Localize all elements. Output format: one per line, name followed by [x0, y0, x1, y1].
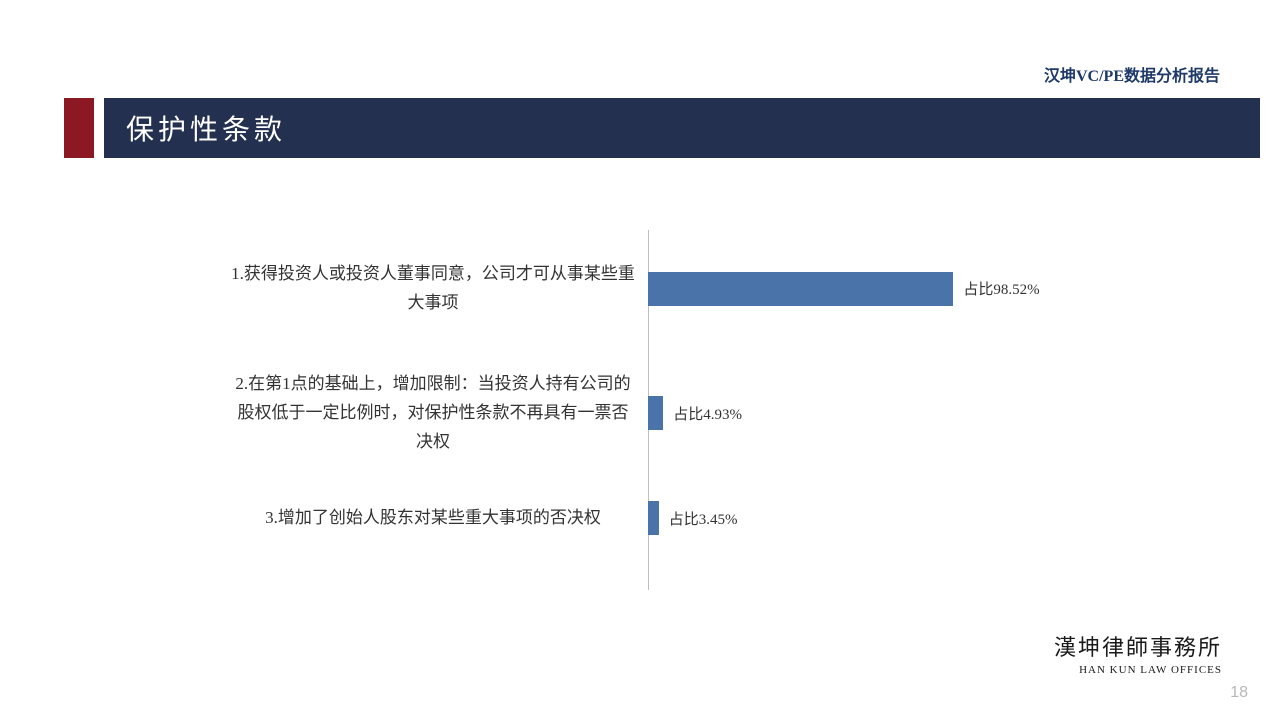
firm-name-en: HAN KUN LAW OFFICES	[1054, 664, 1222, 676]
title-text: 保护性条款	[126, 108, 286, 148]
slide-page: 汉坤VC/PE数据分析报告 保护性条款 1.获得投资人或投资人董事同意，公司才可…	[0, 0, 1280, 716]
bar	[648, 272, 953, 306]
row-label: 1.获得投资人或投资人董事同意，公司才可从事某些重大事项	[230, 260, 648, 318]
bar-area: 占比98.52%	[648, 269, 1130, 309]
row-label: 3.增加了创始人股东对某些重大事项的否决权	[230, 504, 648, 533]
protective-terms-chart: 1.获得投资人或投资人董事同意，公司才可从事某些重大事项 占比98.52% 2.在第…	[230, 230, 1130, 590]
bar-value-label: 占比4.93%	[673, 403, 742, 424]
title-gap	[94, 98, 104, 158]
chart-row: 3.增加了创始人股东对某些重大事项的否决权占比3.45%	[230, 498, 1130, 538]
title-bar: 保护性条款	[64, 98, 1260, 158]
bar-area: 占比3.45%	[648, 498, 1130, 538]
page-number: 18	[1230, 684, 1248, 702]
bar-value-label: 占比98.52%	[963, 278, 1039, 299]
title-body: 保护性条款	[104, 98, 1260, 158]
bar-value-label: 占比3.45%	[669, 508, 738, 529]
title-accent	[64, 98, 94, 158]
bar-area: 占比4.93%	[648, 393, 1130, 433]
row-label: 2.在第1点的基础上，增加限制：当投资人持有公司的股权低于一定比例时，对保护性条…	[230, 370, 648, 457]
bar	[648, 501, 659, 535]
bar	[648, 396, 663, 430]
report-tag: 汉坤VC/PE数据分析报告	[1044, 62, 1220, 86]
firm-footer: 漢坤律師事務所 HAN KUN LAW OFFICES	[1054, 630, 1222, 676]
chart-row: 2.在第1点的基础上，增加限制：当投资人持有公司的股权低于一定比例时，对保护性条…	[230, 370, 1130, 457]
firm-name-cn: 漢坤律師事務所	[1054, 630, 1222, 662]
chart-row: 1.获得投资人或投资人董事同意，公司才可从事某些重大事项 占比98.52%	[230, 260, 1130, 318]
